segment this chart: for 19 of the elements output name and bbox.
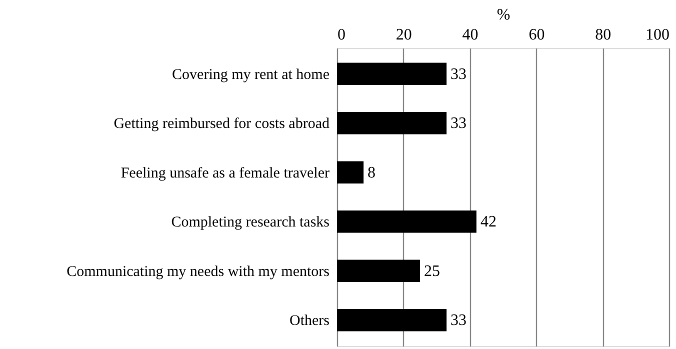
data-label: 25 [424,262,440,280]
x-tick-label: 100 [646,26,670,44]
y-tick-label: Covering my rent at home [172,66,330,83]
x-tick-label: 20 [396,26,412,44]
x-tick-label: 0 [338,26,346,44]
data-label: 8 [368,164,376,182]
y-tick-label: Communicating my needs with my mentors [66,264,330,280]
data-label: 33 [450,312,467,330]
y-tick-label: Getting reimbursed for costs abroad [114,116,330,132]
x-tick-label: 60 [528,26,545,44]
x-tick-label: 40 [462,26,478,44]
x-tick-label: 80 [595,26,612,44]
data-label: 33 [450,115,467,132]
data-label: 42 [480,214,496,231]
data-label: 33 [450,66,467,83]
y-tick-label: Completing research tasks [171,214,330,231]
y-tick-label: Others [290,313,330,330]
y-tick-label: Feeling unsafe as a female traveler [120,165,330,182]
x-axis-title: % [496,6,510,24]
